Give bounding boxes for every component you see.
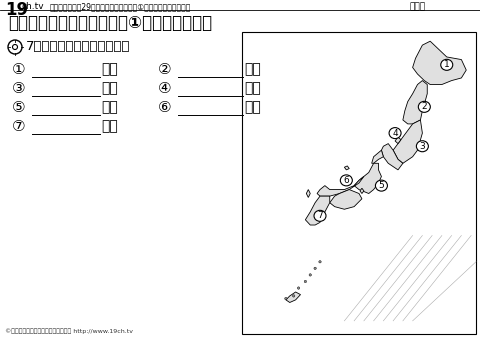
Circle shape — [309, 274, 312, 276]
Text: ⑥: ⑥ — [158, 100, 172, 115]
Polygon shape — [317, 176, 364, 196]
Text: 【社会】地理－29　都道府炴を覚えよう①・地域区分　プリント: 【社会】地理－29 都道府炴を覚えよう①・地域区分 プリント — [50, 2, 192, 11]
Polygon shape — [403, 81, 427, 124]
Polygon shape — [413, 41, 466, 84]
Ellipse shape — [416, 141, 428, 152]
Text: 3: 3 — [420, 142, 425, 151]
Ellipse shape — [314, 210, 326, 221]
Polygon shape — [372, 150, 384, 163]
Bar — [242, 32, 476, 334]
Circle shape — [292, 295, 295, 297]
Polygon shape — [306, 189, 310, 197]
Text: 地方: 地方 — [101, 62, 118, 76]
Text: 19: 19 — [5, 1, 28, 19]
Text: 地方: 地方 — [244, 100, 261, 114]
Polygon shape — [393, 120, 422, 163]
Text: ③: ③ — [12, 81, 25, 96]
Text: 7: 7 — [317, 211, 323, 220]
Text: ⑤: ⑤ — [12, 100, 25, 115]
Text: 地方: 地方 — [244, 81, 261, 95]
Polygon shape — [330, 189, 362, 209]
Circle shape — [314, 267, 316, 269]
Ellipse shape — [419, 101, 431, 112]
Polygon shape — [360, 188, 364, 194]
Text: ©元一『とある魚が授業をしてみた』 http://www.19ch.tv: ©元一『とある魚が授業をしてみた』 http://www.19ch.tv — [5, 328, 133, 334]
Ellipse shape — [389, 128, 401, 139]
Text: ④: ④ — [158, 81, 172, 96]
Ellipse shape — [375, 180, 387, 191]
Ellipse shape — [441, 59, 453, 70]
Polygon shape — [395, 137, 401, 144]
Text: ⑦: ⑦ — [12, 119, 25, 134]
Circle shape — [285, 297, 287, 300]
Text: 4: 4 — [392, 129, 398, 137]
Text: 地理（都道府炴を覚えよう①・地域区分編）: 地理（都道府炴を覚えよう①・地域区分編） — [8, 14, 212, 32]
Text: 地方: 地方 — [101, 100, 118, 114]
Polygon shape — [382, 144, 403, 170]
Polygon shape — [286, 292, 300, 302]
Text: 5: 5 — [379, 181, 384, 190]
Text: 月　日: 月 日 — [410, 2, 426, 11]
Polygon shape — [344, 166, 349, 170]
Circle shape — [304, 280, 307, 283]
Text: 7地方区分の名前を書こう。: 7地方区分の名前を書こう。 — [26, 40, 131, 53]
Text: 地方: 地方 — [101, 81, 118, 95]
Text: ①: ① — [12, 62, 25, 77]
Text: 地方: 地方 — [101, 119, 118, 133]
Polygon shape — [354, 163, 382, 194]
Text: 地方: 地方 — [244, 62, 261, 76]
Text: ②: ② — [158, 62, 172, 77]
Text: 1: 1 — [444, 60, 450, 69]
Text: 6: 6 — [344, 176, 349, 185]
Ellipse shape — [340, 175, 352, 186]
Text: ch.tv: ch.tv — [21, 2, 44, 11]
Circle shape — [319, 261, 321, 263]
Text: 2: 2 — [421, 102, 427, 111]
Circle shape — [297, 287, 300, 289]
Polygon shape — [305, 196, 330, 225]
